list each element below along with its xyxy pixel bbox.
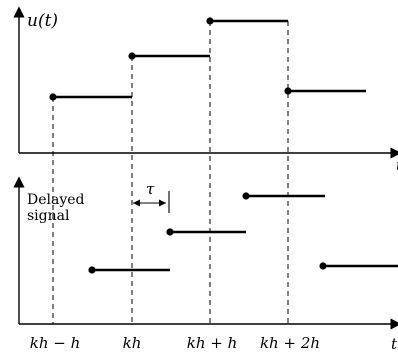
- tick-label-kh-plus-h: kh + h: [187, 334, 238, 352]
- lower-step-4: [319, 262, 398, 269]
- delay-label: τ: [146, 180, 155, 198]
- lower-step-1-dot: [88, 266, 95, 273]
- upper-y-axis-label: u(t): [27, 11, 58, 31]
- lower-step-3: [242, 192, 325, 199]
- upper-step-3: [206, 17, 288, 24]
- upper-step-1: [49, 93, 132, 100]
- sampling-guides: [53, 21, 288, 324]
- tick-label-kh-plus-2h: kh + 2h: [260, 334, 320, 352]
- lower-plot: Delayed signal t τ: [19, 180, 398, 353]
- lower-step-2-dot: [166, 228, 173, 235]
- x-tick-labels: kh − h kh kh + h kh + 2h: [30, 334, 320, 352]
- tick-label-kh: kh: [123, 334, 142, 352]
- upper-step-4: [284, 87, 366, 94]
- lower-x-axis-label: t: [391, 335, 398, 353]
- lower-step-2: [166, 228, 246, 235]
- upper-step-2: [128, 52, 210, 59]
- lower-step-1: [88, 266, 170, 273]
- lower-y-axis-label-line2: signal: [27, 208, 70, 224]
- lower-step-3-dot: [242, 192, 249, 199]
- lower-step-4-dot: [319, 262, 326, 269]
- delay-indicator: τ: [133, 180, 169, 213]
- lower-y-axis-label-line1: Delayed: [27, 192, 85, 208]
- tick-label-kh-minus-h: kh − h: [30, 334, 81, 352]
- upper-plot: u(t) t: [19, 11, 398, 174]
